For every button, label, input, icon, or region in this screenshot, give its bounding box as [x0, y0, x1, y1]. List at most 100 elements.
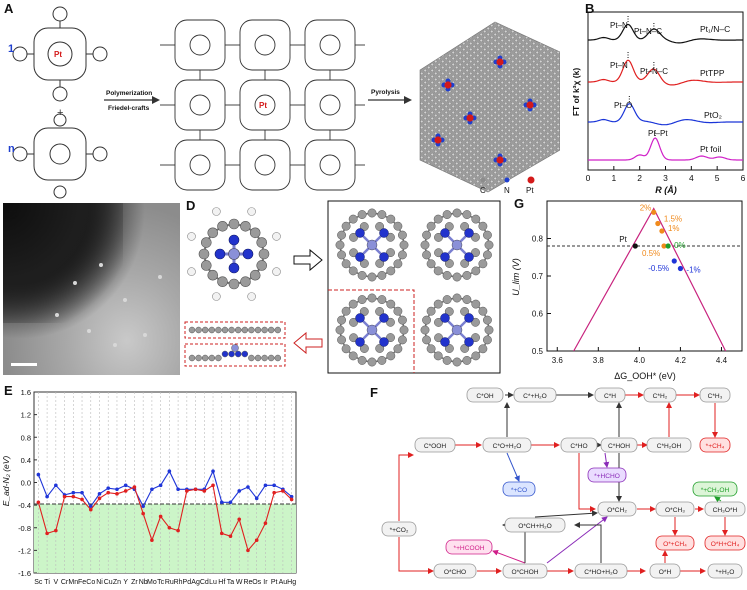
lattice-carbon: [348, 266, 358, 276]
panel-d-structures: [184, 200, 501, 374]
lattice-carbon: [349, 232, 358, 242]
element-label: Mo: [147, 579, 157, 586]
exafs-annot-pt-pt: Pt–Pt: [648, 129, 668, 138]
scale-bar: [11, 363, 37, 366]
element-label: Rh: [174, 579, 183, 586]
graphene-sheet: [419, 21, 560, 193]
lattice-carbon: [399, 240, 409, 250]
lattice-nitrogen: [355, 337, 365, 347]
pathway-node-label: *+HCOOH: [454, 545, 485, 552]
element-label: V: [53, 579, 58, 586]
pathway-node-label: C*OOH: [424, 443, 447, 450]
lattice-carbon: [393, 221, 403, 231]
lattice-carbon: [442, 355, 452, 365]
lattice-nitrogen: [464, 252, 474, 262]
favorable-region: [34, 503, 296, 573]
panel-label-a: A: [4, 1, 14, 16]
side-atom: [241, 326, 249, 334]
lattice-carbon: [433, 351, 443, 361]
exafs-x-tick-label: 0: [586, 173, 591, 183]
adsorption-y-tick-label: -1.2: [18, 546, 31, 555]
lattice-carbon: [357, 270, 367, 280]
exafs-ylabel: FT of k³χ (k): [571, 68, 581, 117]
volcano-y-tick-label: 0.5: [532, 347, 544, 356]
micrograph-dark-region: [3, 203, 123, 323]
lattice-nitrogen: [355, 228, 365, 238]
hydrogen-atom: [272, 267, 281, 276]
adsorption-point: [36, 472, 41, 477]
exafs-series-line: [588, 103, 743, 126]
pathway-node-box: [707, 563, 743, 579]
exafs-annot-pt-n-2: Pt–N: [610, 61, 628, 70]
lattice-carbon: [397, 335, 407, 345]
lattice-carbon: [357, 355, 367, 365]
lattice-carbon: [434, 333, 443, 343]
panel-a-scheme: 1 Pt + n Polymerization Friedel-crafts P…: [8, 6, 560, 199]
lattice-carbon: [460, 307, 470, 316]
lattice-carbon: [397, 315, 407, 325]
pathway-node-label: C*H: [604, 393, 616, 400]
side-atom: [215, 354, 222, 362]
volcano-plot: U_lim (V) ΔG_OOH* (eV) 3.6 3.8 4.0 4.2 4.4 0.…: [511, 200, 743, 381]
lattice-carbon: [341, 344, 351, 354]
side-atom: [274, 354, 282, 362]
adsorption-y-tick-label: 0.4: [21, 456, 31, 465]
lattice-carbon: [478, 344, 488, 354]
pathway-node-label: C*OH: [476, 393, 493, 400]
exafs-x-tick-label: 4: [689, 173, 694, 183]
lattice-carbon: [442, 295, 452, 305]
lattice-carbon: [357, 210, 367, 220]
adsorption-y-tick-label: 1.2: [21, 411, 31, 420]
volcano-x-tick-label: 3.6: [552, 356, 564, 365]
carbon-atom: [200, 237, 212, 248]
pathway-node-label: C*HO: [570, 443, 587, 450]
adsorption-point: [176, 487, 180, 492]
lattice-carbon: [452, 357, 462, 367]
lattice-carbon: [471, 317, 480, 327]
volcano-point-label: -0.5%: [648, 264, 669, 273]
element-label: Re: [243, 579, 252, 586]
carbon-atom: [228, 218, 240, 230]
pathway-node-label: CH₃O*H: [713, 507, 738, 514]
pathway-node-box: [560, 437, 598, 453]
lattice-carbon: [357, 295, 367, 305]
adsorption-y-tick-label: -1.6: [18, 569, 31, 578]
side-atom: [261, 354, 268, 362]
arrow-to-side-view: [293, 331, 323, 355]
adsorption-point: [167, 525, 172, 530]
hydrogen-atom: [247, 292, 256, 301]
lattice-carbon: [482, 315, 492, 325]
lattice-carbon: [375, 344, 385, 353]
pathway-node-label: *+CH₃OH: [701, 487, 730, 494]
adsorption-point: [88, 504, 93, 509]
pathway-node-box: [692, 481, 738, 497]
adsorption-point: [272, 483, 276, 488]
adsorption-point: [289, 497, 294, 502]
lattice-carbon: [460, 222, 470, 231]
lattice-nitrogen: [355, 313, 365, 323]
haadf-stem-image: [3, 203, 180, 375]
volcano-point: [677, 265, 684, 272]
pt-center-label: Pt: [54, 50, 62, 59]
element-label: Zr: [131, 579, 138, 586]
volcano-point: [651, 209, 657, 215]
lattice-carbon: [375, 222, 385, 231]
volcano-point-label: 0.5%: [642, 249, 660, 258]
adsorption-point: [132, 485, 137, 489]
adsorption-point: [71, 494, 76, 499]
lattice-carbon: [426, 344, 436, 354]
volcano-point: [632, 243, 638, 249]
pathway-node-label: *+H₂O: [716, 569, 735, 576]
adsorption-point: [62, 494, 67, 499]
volcano-point: [655, 220, 661, 227]
lattice-carbon: [367, 208, 377, 218]
adsorption-point: [45, 494, 49, 499]
element-label: Nb: [139, 579, 148, 586]
lattice-carbon: [434, 317, 443, 327]
lattice-carbon: [359, 222, 369, 231]
lattice-carbon: [422, 250, 432, 260]
exafs-series-label-pt1: Pt₁/N–C: [700, 24, 730, 34]
exafs-annot-pt-n-1: Pt–N: [610, 21, 628, 30]
element-label: Lu: [209, 579, 217, 586]
pathway-node-box: [643, 387, 677, 403]
